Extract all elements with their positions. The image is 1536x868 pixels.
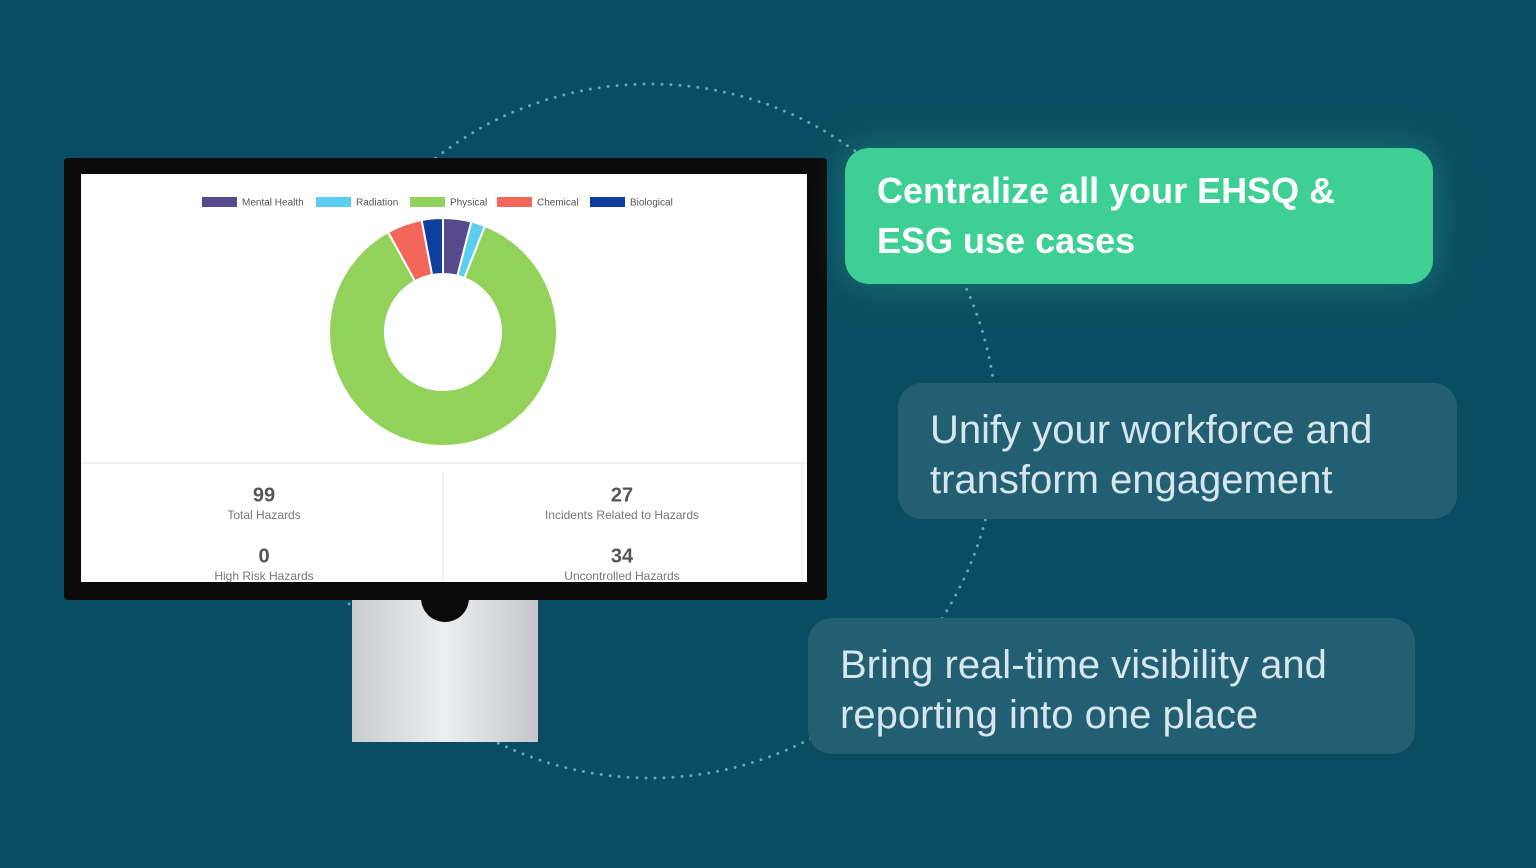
legend-swatch [202, 197, 237, 207]
stat-value: 34 [611, 545, 634, 567]
stat-label: Total Hazards [227, 508, 300, 522]
legend-swatch [497, 197, 532, 207]
legend-swatch [410, 197, 445, 207]
legend-label: Mental Health [242, 198, 304, 209]
stat-label: High Risk Hazards [214, 569, 313, 583]
callout: Bring real-time visibility and reporting… [808, 618, 1415, 754]
legend-label: Chemical [537, 198, 579, 209]
callout: Centralize all your EHSQ & ESG use cases [845, 148, 1433, 284]
callout: Unify your workforce and transform engag… [898, 383, 1457, 519]
stat-label: Incidents Related to Hazards [545, 508, 699, 522]
legend-label: Physical [450, 198, 487, 209]
legend-swatch [590, 197, 625, 207]
stat-value: 27 [611, 484, 633, 506]
screen-content: Mental Health Radiation Physical Chemical Bi… [81, 197, 807, 583]
legend-label: Radiation [356, 198, 398, 209]
stat-value: 99 [253, 484, 275, 506]
stat-label: Uncontrolled Hazards [564, 569, 679, 583]
legend-label: Biological [630, 198, 673, 209]
legend-swatch [316, 197, 351, 207]
stat-value: 0 [258, 545, 269, 567]
donut-slice [420, 216, 444, 277]
donut-slice [328, 224, 558, 447]
